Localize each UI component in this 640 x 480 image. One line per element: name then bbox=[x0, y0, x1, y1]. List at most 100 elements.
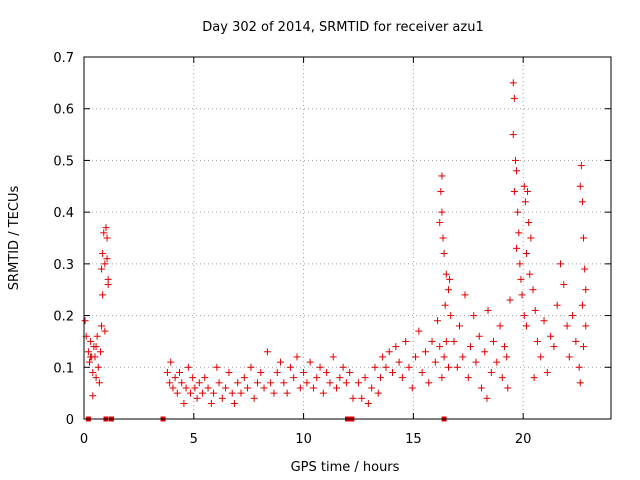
data-point bbox=[582, 322, 590, 330]
data-point bbox=[531, 306, 539, 314]
data-point bbox=[253, 379, 261, 387]
data-point bbox=[516, 260, 524, 268]
y-axis-label: SRMTID / TECUs bbox=[7, 186, 22, 291]
data-point bbox=[466, 343, 474, 351]
data-point bbox=[513, 244, 521, 252]
data-point bbox=[493, 358, 501, 366]
data-point bbox=[329, 353, 337, 361]
data-point bbox=[339, 363, 347, 371]
data-point bbox=[296, 384, 304, 392]
data-point bbox=[575, 363, 583, 371]
data-point bbox=[385, 348, 393, 356]
data-point bbox=[472, 358, 480, 366]
data-point bbox=[263, 348, 271, 356]
data-point bbox=[87, 337, 95, 345]
data-point bbox=[436, 218, 444, 226]
x-tick-label: 10 bbox=[295, 432, 312, 447]
data-point bbox=[81, 317, 89, 325]
data-point bbox=[368, 384, 376, 392]
data-point bbox=[100, 229, 108, 237]
data-point bbox=[580, 343, 588, 351]
data-point bbox=[237, 389, 245, 397]
y-tick-label: 0.5 bbox=[53, 154, 74, 169]
data-point bbox=[392, 343, 400, 351]
data-point bbox=[326, 379, 334, 387]
data-point bbox=[540, 317, 548, 325]
data-point bbox=[247, 363, 255, 371]
data-point bbox=[518, 291, 526, 299]
data-point bbox=[398, 374, 406, 382]
x-tick-label: 15 bbox=[405, 432, 422, 447]
data-point bbox=[234, 379, 242, 387]
x-axis-label: GPS time / hours bbox=[291, 460, 400, 475]
x-axis-ticks: 0 5 10 15 20 bbox=[80, 57, 531, 447]
data-point bbox=[178, 379, 186, 387]
data-point bbox=[98, 322, 106, 330]
data-point bbox=[371, 363, 379, 371]
data-point bbox=[240, 374, 248, 382]
data-point bbox=[537, 353, 545, 361]
data-point bbox=[293, 353, 301, 361]
data-point bbox=[354, 379, 362, 387]
data-point bbox=[543, 368, 551, 376]
data-point bbox=[569, 312, 577, 320]
data-point bbox=[578, 198, 586, 206]
data-point bbox=[95, 379, 103, 387]
data-point bbox=[270, 389, 278, 397]
data-point bbox=[470, 312, 478, 320]
data-point bbox=[286, 363, 294, 371]
data-point bbox=[342, 379, 350, 387]
data-point bbox=[336, 374, 344, 382]
data-point bbox=[504, 384, 512, 392]
data-point bbox=[171, 374, 179, 382]
data-point bbox=[186, 389, 194, 397]
data-point bbox=[418, 368, 426, 376]
data-point bbox=[582, 286, 590, 294]
data-point bbox=[438, 172, 446, 180]
data-point bbox=[455, 322, 463, 330]
data-point bbox=[96, 348, 104, 356]
x-tick-label: 0 bbox=[80, 432, 88, 447]
data-point bbox=[191, 384, 199, 392]
data-point bbox=[405, 363, 413, 371]
data-point bbox=[524, 187, 532, 195]
data-point bbox=[581, 265, 589, 273]
data-point bbox=[496, 322, 504, 330]
data-point bbox=[510, 94, 518, 102]
data-point bbox=[273, 368, 281, 376]
data-point bbox=[442, 337, 450, 345]
data-point bbox=[250, 394, 258, 402]
plot-frame bbox=[83, 56, 612, 420]
data-point bbox=[222, 384, 230, 392]
data-point bbox=[503, 353, 511, 361]
data-point bbox=[477, 384, 485, 392]
data-point bbox=[358, 394, 366, 402]
data-point bbox=[244, 384, 252, 392]
data-point bbox=[481, 348, 489, 356]
data-point bbox=[346, 368, 354, 376]
data-point bbox=[176, 368, 184, 376]
data-point bbox=[509, 131, 517, 139]
data-point bbox=[450, 337, 458, 345]
data-point bbox=[490, 337, 498, 345]
data-point bbox=[412, 353, 420, 361]
data-point bbox=[445, 286, 453, 294]
data-point bbox=[408, 384, 416, 392]
data-point bbox=[438, 208, 446, 216]
data-point bbox=[283, 389, 291, 397]
data-point bbox=[402, 337, 410, 345]
data-point bbox=[169, 384, 177, 392]
data-point bbox=[193, 394, 201, 402]
data-point bbox=[501, 343, 509, 351]
data-point bbox=[379, 353, 387, 361]
data-point bbox=[306, 358, 314, 366]
data-point bbox=[230, 399, 238, 407]
data-point bbox=[374, 389, 382, 397]
data-point bbox=[441, 301, 449, 309]
data-point bbox=[195, 379, 203, 387]
y-tick-label: 0 bbox=[66, 413, 74, 428]
data-point bbox=[533, 337, 541, 345]
data-point bbox=[225, 368, 233, 376]
data-point bbox=[483, 394, 491, 402]
data-point bbox=[578, 301, 586, 309]
